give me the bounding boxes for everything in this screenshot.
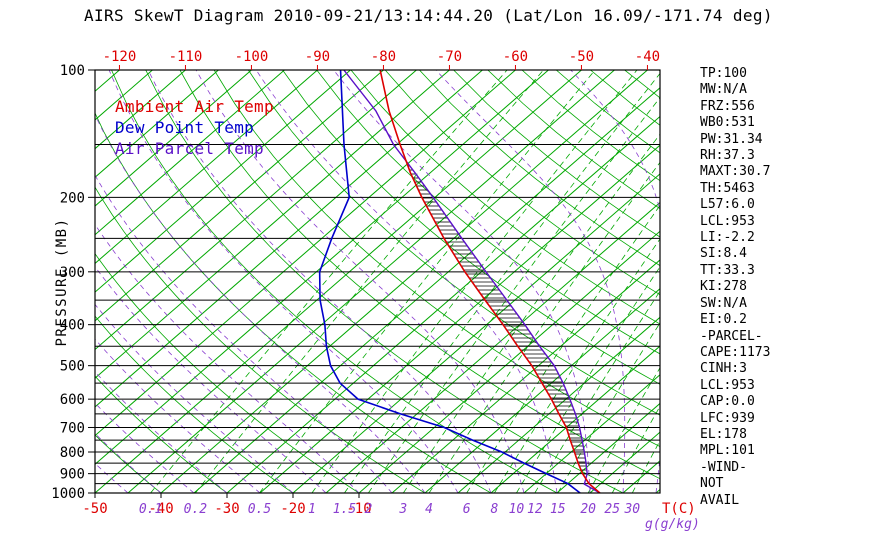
legend-item-air-parcel-temp: Air Parcel Temp — [115, 139, 264, 158]
stat-line: LCL:953 — [700, 213, 755, 229]
air-parcel-curve — [343, 70, 601, 493]
mixing-ratio-tick-label: 6 — [463, 502, 471, 517]
mixing-ratio-tick-label: 0.1 — [139, 502, 162, 517]
top-temp-tick-label: -60 — [503, 49, 528, 65]
stat-line: MPL:101 — [700, 443, 755, 459]
mixing-ratio-tick-label: 3 — [398, 502, 407, 517]
legend-item-dew-point-temp: Dew Point Temp — [115, 118, 255, 137]
stat-line: LFC:939 — [700, 410, 755, 426]
cape-hatch — [407, 165, 588, 475]
stat-line: FRZ:556 — [700, 98, 755, 114]
top-temp-tick-label: -90 — [305, 49, 330, 65]
stat-line: MAXT:30.7 — [700, 164, 771, 180]
mixing-ratio-tick-label: 20 — [580, 502, 596, 517]
pressure-tick-label: 700 — [60, 420, 85, 436]
top-temp-tick-label: -120 — [103, 49, 137, 65]
stat-line: TH:5463 — [700, 180, 755, 196]
stat-line: -WIND- — [700, 459, 747, 475]
bottom-temp-tick-label: -40 — [148, 501, 173, 517]
bottom-temp-tick-label: -30 — [214, 501, 239, 517]
stat-line: WB0:531 — [700, 115, 755, 131]
pressure-tick-label: 500 — [60, 359, 85, 375]
mixing-ratio-tick-label: 25 — [604, 502, 620, 517]
stat-line: -PARCEL- — [700, 328, 763, 344]
stat-line: TP:100 — [700, 66, 747, 81]
stat-line: LI:-2.2 — [700, 230, 755, 246]
stat-line: MW:N/A — [700, 82, 747, 98]
axis-ticks-and-labels: 100 200 300 400 500 600 700 800 900 1000 -120 -110 -… — [51, 49, 660, 517]
mixing-ratio-tick-label: 1 — [308, 502, 316, 517]
mixing-ratio-tick-label: 12 — [527, 502, 543, 517]
top-temp-tick-label: -100 — [235, 49, 269, 65]
stat-line: KI:278 — [700, 279, 747, 295]
stats-panel: TP:100 MW:N/A FRZ:556 WB0:531 PW:31.34 RH:37.… — [700, 66, 770, 509]
temp-axis-label: T(C) — [662, 501, 696, 517]
pressure-tick-label: 200 — [60, 190, 85, 206]
mixing-ratio-tick-label: 0.5 — [248, 502, 272, 517]
stat-line: TT:33.3 — [700, 262, 755, 278]
chart-title: AIRS SkewT Diagram 2010-09-21/13:14:44.2… — [84, 6, 773, 25]
stat-line: CINH:3 — [700, 361, 747, 377]
mixing-ratio-tick-label: 8 — [490, 502, 498, 517]
mixing-ratio-tick-label: 2 — [364, 502, 372, 517]
stat-line: SW:N/A — [700, 295, 747, 311]
stat-line: CAPE:1173 — [700, 344, 771, 360]
mixing-ratio-tick-label: 1.5 — [333, 502, 357, 517]
top-temp-tick-label: -70 — [437, 49, 462, 65]
stat-line: L57:6.0 — [700, 197, 755, 213]
plot-frame — [94, 69, 661, 494]
bottom-temp-tick-label: -20 — [280, 501, 305, 517]
stat-line: SI:8.4 — [700, 246, 747, 262]
stat-line: EI:0.2 — [700, 312, 747, 328]
sounding-curves — [318, 70, 601, 493]
ambient-temp-curve — [379, 70, 601, 493]
mixing-ratio-tick-label: 0.2 — [184, 502, 208, 517]
pressure-tick-label: 400 — [60, 318, 85, 334]
mixing-ratio-tick-label: 15 — [550, 502, 566, 517]
stat-line: NOT — [700, 476, 724, 492]
legend-item-ambient-air-temp: Ambient Air Temp — [115, 97, 274, 116]
bottom-temp-tick-label: -10 — [346, 501, 371, 517]
pressure-tick-label: 100 — [60, 63, 85, 79]
stat-line: LCL:953 — [700, 377, 755, 393]
pressure-tick-label: 600 — [60, 392, 85, 408]
stat-line: PW:31.34 — [700, 131, 763, 147]
dew-point-curve — [318, 70, 581, 493]
mixing-ratio-tick-label: 10 — [509, 502, 525, 517]
bottom-temp-tick-label: -50 — [82, 501, 107, 517]
mixing-ratio-tick-label: 4 — [425, 502, 433, 517]
top-temp-tick-label: -80 — [371, 49, 396, 65]
top-temp-tick-label: -110 — [169, 49, 203, 65]
pressure-tick-label: 800 — [60, 445, 85, 461]
mixing-ratio-tick-label: 30 — [623, 502, 640, 517]
pressure-axis-label: PRESSURE (MB) — [54, 217, 70, 347]
stat-line: RH:37.3 — [700, 148, 755, 164]
pressure-tick-label: 300 — [60, 265, 85, 281]
stat-line: EL:178 — [700, 426, 747, 442]
stat-line: AVAIL — [700, 492, 740, 508]
mixing-ratio-axis-label: g(g/kg) — [645, 517, 700, 532]
pressure-tick-label: 1000 — [51, 486, 85, 502]
isotherm-lines — [95, 70, 660, 493]
top-temp-tick-label: -40 — [635, 49, 660, 65]
pressure-tick-label: 900 — [60, 467, 85, 483]
top-temp-tick-label: -50 — [569, 49, 594, 65]
stat-line: CAP:0.0 — [700, 394, 755, 410]
